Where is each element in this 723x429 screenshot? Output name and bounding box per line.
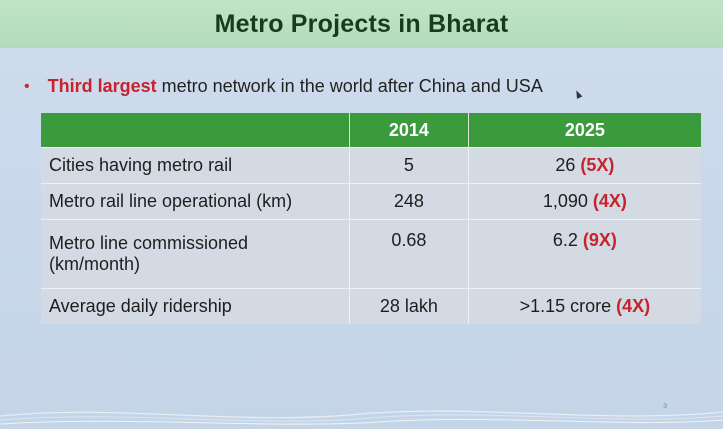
value-2025-cell: 1,090 (4X) [468, 183, 701, 220]
value-2025: 6.2 [552, 230, 578, 250]
table-row: Metro line commissioned (km/month) 0.68 … [41, 219, 701, 289]
table-row: Cities having metro rail 5 26 (5X) [41, 147, 701, 184]
value-2025-cell: >1.15 crore (4X) [468, 288, 701, 324]
bullet-point: • Third largest metro network in the wor… [24, 76, 543, 97]
bullet-text: metro network in the world after China a… [161, 76, 543, 96]
bullet-highlight: Third largest [47, 76, 157, 96]
value-2025: >1.15 crore [519, 296, 612, 316]
row-label: Average daily ridership [41, 288, 350, 324]
table-row: Metro rail line operational (km) 248 1,0… [41, 183, 701, 220]
value-2014: 248 [349, 183, 469, 220]
value-2025-cell: 6.2 (9X) [468, 219, 701, 289]
slide-title: Metro Projects in Bharat [214, 9, 509, 38]
growth-multiplier: (4X) [616, 296, 651, 316]
growth-multiplier: (5X) [580, 155, 615, 175]
value-2025-cell: 26 (5X) [468, 147, 701, 184]
page-number: 3 [663, 403, 667, 410]
row-label: Cities having metro rail [41, 147, 350, 184]
growth-multiplier: (4X) [592, 191, 627, 211]
growth-multiplier: (9X) [582, 230, 617, 250]
header-2014: 2014 [349, 113, 469, 148]
metro-comparison-table: 2014 2025 Cities having metro rail 5 26 … [41, 113, 701, 324]
header-blank [41, 113, 350, 148]
table-row: Average daily ridership 28 lakh >1.15 cr… [41, 288, 701, 324]
header-2025: 2025 [468, 113, 701, 148]
bullet-marker: • [24, 77, 30, 95]
title-bar: Metro Projects in Bharat [0, 0, 723, 48]
mouse-cursor-icon [573, 89, 583, 99]
value-2025: 1,090 [542, 191, 588, 211]
row-label: Metro rail line operational (km) [41, 183, 350, 220]
value-2014: 0.68 [349, 219, 469, 289]
decorative-wave-lines [0, 410, 723, 425]
row-label: Metro line commissioned (km/month) [41, 219, 350, 289]
value-2025: 26 [555, 155, 576, 175]
table-header-row: 2014 2025 [41, 113, 701, 148]
value-2014: 28 lakh [349, 288, 469, 324]
value-2014: 5 [349, 147, 469, 184]
